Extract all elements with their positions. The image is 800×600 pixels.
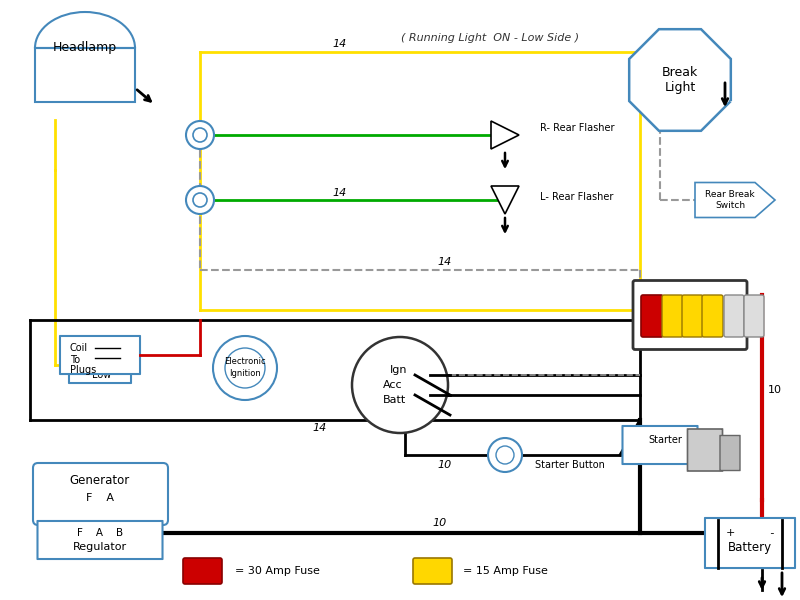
- FancyBboxPatch shape: [413, 558, 452, 584]
- Text: Break: Break: [662, 65, 698, 79]
- FancyBboxPatch shape: [662, 295, 683, 337]
- Text: Starter: Starter: [648, 435, 682, 445]
- FancyBboxPatch shape: [724, 295, 744, 337]
- FancyBboxPatch shape: [33, 463, 168, 525]
- Text: 14: 14: [333, 188, 347, 198]
- Circle shape: [496, 446, 514, 464]
- Text: 10: 10: [433, 518, 447, 528]
- Text: 14: 14: [73, 370, 87, 380]
- Polygon shape: [695, 182, 775, 217]
- FancyBboxPatch shape: [641, 295, 663, 337]
- Text: Rear Break
Switch: Rear Break Switch: [705, 190, 755, 209]
- Circle shape: [352, 337, 448, 433]
- Text: To: To: [70, 355, 80, 365]
- FancyBboxPatch shape: [60, 336, 140, 374]
- Text: Ign: Ign: [390, 365, 407, 375]
- Text: ( Running Light  ON - Low Side ): ( Running Light ON - Low Side ): [401, 33, 579, 43]
- Text: = 30 Amp Fuse: = 30 Amp Fuse: [235, 566, 320, 576]
- Text: +          -: + -: [726, 528, 774, 538]
- FancyBboxPatch shape: [705, 518, 795, 568]
- Text: Hi: Hi: [92, 357, 102, 367]
- Text: Electronic: Electronic: [224, 358, 266, 367]
- Circle shape: [186, 186, 214, 214]
- Text: Regulator: Regulator: [73, 542, 127, 552]
- FancyBboxPatch shape: [687, 429, 722, 471]
- FancyBboxPatch shape: [69, 353, 131, 383]
- Text: R- Rear Flasher: R- Rear Flasher: [540, 123, 614, 133]
- Text: Acc: Acc: [383, 380, 402, 390]
- Text: Generator: Generator: [70, 473, 130, 487]
- Circle shape: [193, 128, 207, 142]
- FancyBboxPatch shape: [702, 295, 723, 337]
- Text: 10: 10: [768, 385, 782, 395]
- Text: Plugs: Plugs: [70, 365, 96, 375]
- Text: 10: 10: [438, 460, 452, 470]
- FancyBboxPatch shape: [622, 426, 698, 464]
- Text: Starter Button: Starter Button: [535, 460, 605, 470]
- Text: = 15 Amp Fuse: = 15 Amp Fuse: [463, 566, 548, 576]
- Polygon shape: [629, 29, 731, 131]
- Text: 14: 14: [438, 257, 452, 267]
- Text: 14: 14: [333, 39, 347, 49]
- Polygon shape: [491, 121, 519, 149]
- Circle shape: [488, 438, 522, 472]
- Circle shape: [213, 336, 277, 400]
- Text: Battery: Battery: [728, 541, 772, 554]
- Text: L- Rear Flasher: L- Rear Flasher: [540, 192, 614, 202]
- Circle shape: [193, 193, 207, 207]
- FancyBboxPatch shape: [38, 521, 162, 559]
- FancyBboxPatch shape: [633, 280, 747, 349]
- Polygon shape: [491, 186, 519, 214]
- Text: 14: 14: [313, 423, 327, 433]
- Text: F    A: F A: [86, 493, 114, 503]
- FancyBboxPatch shape: [183, 558, 222, 584]
- Text: Coil: Coil: [70, 343, 88, 353]
- FancyBboxPatch shape: [682, 295, 703, 337]
- Text: Headlamp: Headlamp: [53, 41, 117, 55]
- Text: Batt: Batt: [383, 395, 406, 405]
- Circle shape: [186, 121, 214, 149]
- Text: F    A    B: F A B: [77, 528, 123, 538]
- Circle shape: [225, 348, 265, 388]
- Text: Low: Low: [92, 370, 111, 380]
- Text: Ignition: Ignition: [229, 370, 261, 379]
- FancyBboxPatch shape: [720, 436, 740, 470]
- FancyBboxPatch shape: [35, 48, 135, 102]
- Text: 14: 14: [103, 493, 117, 503]
- Text: Light: Light: [664, 82, 696, 94]
- FancyBboxPatch shape: [744, 295, 764, 337]
